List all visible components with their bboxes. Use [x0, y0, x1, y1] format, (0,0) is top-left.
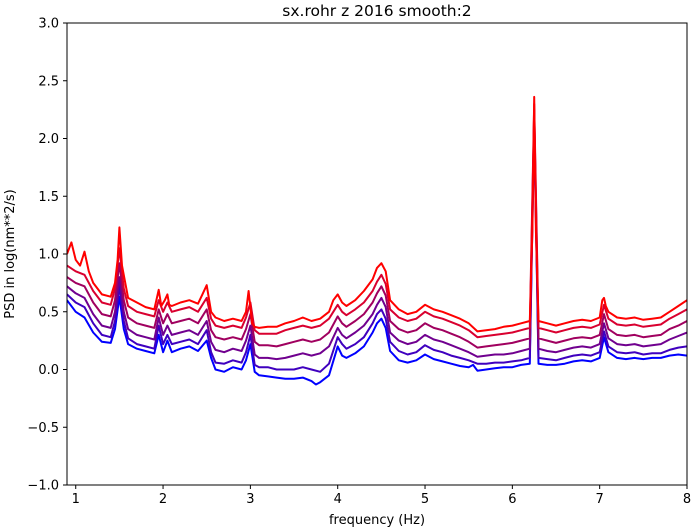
x-tick-label: 3 — [246, 492, 254, 507]
y-tick-label: 0.5 — [38, 305, 59, 320]
x-tick-label: 1 — [72, 492, 80, 507]
y-tick-label: −0.5 — [27, 421, 59, 436]
y-tick-label: 0.0 — [38, 363, 59, 378]
x-tick-label: 2 — [159, 492, 167, 507]
x-tick-label: 4 — [334, 492, 342, 507]
y-tick-label: 3.0 — [38, 17, 59, 32]
plot-background — [67, 23, 687, 485]
series-line-5 — [67, 120, 687, 373]
y-axis-label: PSD in log(nm**2/s) — [3, 189, 18, 319]
x-axis-label: frequency (Hz) — [329, 513, 425, 528]
x-axis: 1 2 3 4 5 6 7 8 — [72, 485, 691, 507]
series-line-3 — [67, 108, 687, 349]
x-tick-label: 6 — [508, 492, 516, 507]
y-tick-label: 1.5 — [38, 190, 59, 205]
y-axis: −1.0 −0.5 0.0 0.5 1.0 1.5 2.0 2.5 3.0 — [27, 17, 67, 494]
y-tick-label: 1.0 — [38, 248, 59, 263]
y-tick-label: 2.5 — [38, 74, 59, 89]
series-line-2 — [67, 102, 687, 339]
x-tick-label: 7 — [596, 492, 604, 507]
series-line-1 — [67, 95, 687, 333]
series-line-4 — [67, 114, 687, 361]
x-tick-label: 5 — [421, 492, 429, 507]
x-tick-label: 8 — [683, 492, 691, 507]
y-tick-label: 2.0 — [38, 132, 59, 147]
series-group — [67, 95, 687, 386]
chart-title: sx.rohr z 2016 smooth:2 — [282, 2, 471, 20]
y-tick-label: −1.0 — [27, 479, 59, 494]
plot-area — [66, 22, 688, 486]
series-line-6 — [67, 125, 687, 386]
